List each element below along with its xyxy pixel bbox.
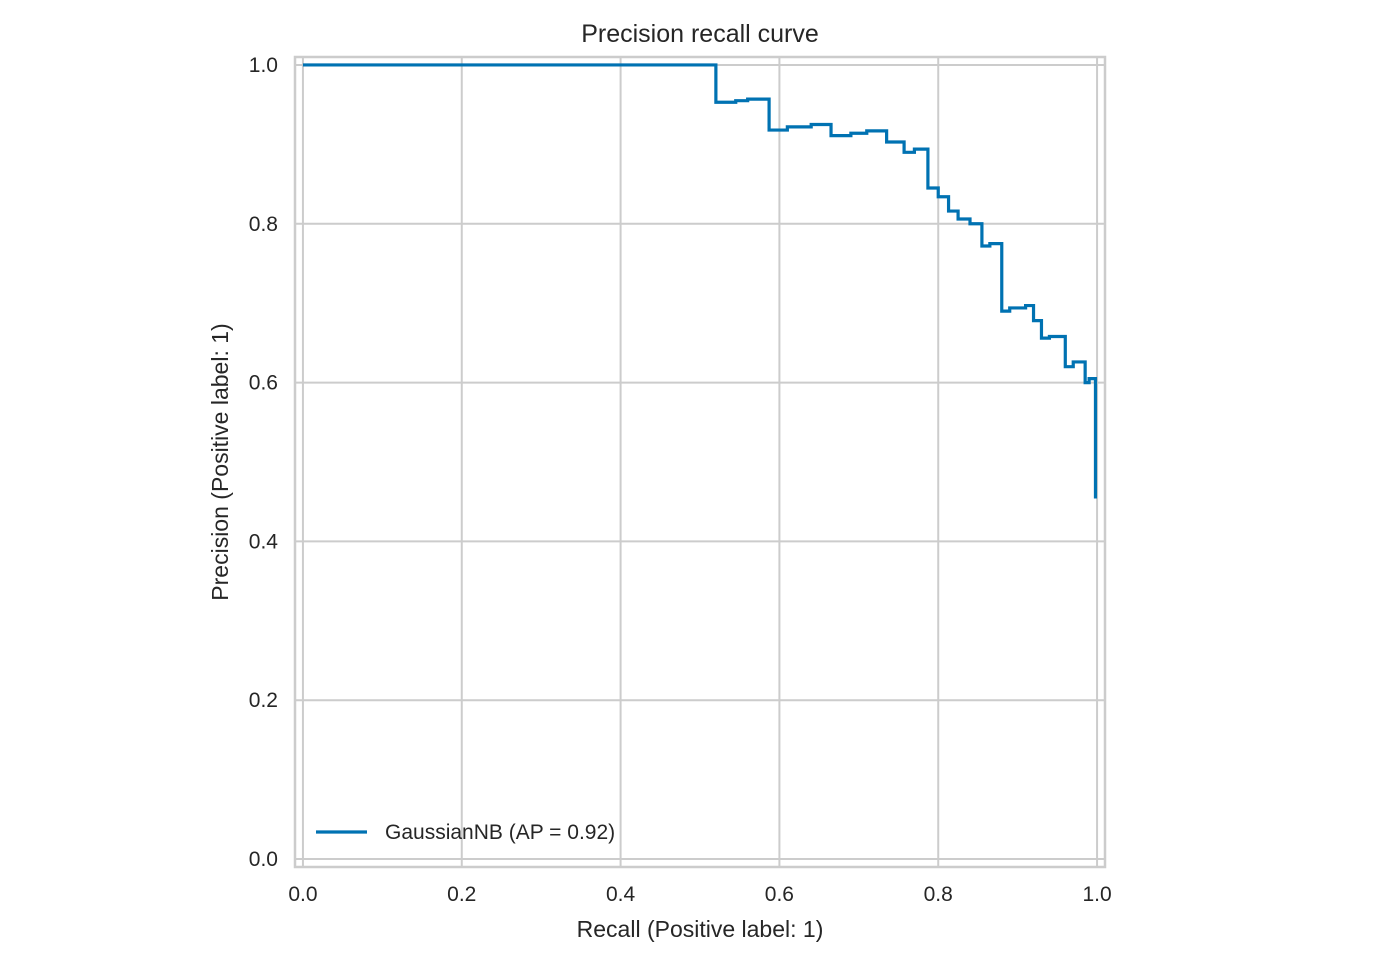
- y-tick-label: 1.0: [249, 54, 278, 77]
- y-tick-label: 0.6: [249, 372, 278, 395]
- series-line: [302, 63, 1098, 499]
- plot-frame: [293, 55, 1107, 869]
- x-tick-labels: 0.0 0.2 0.4 0.6 0.8 1.0: [288, 883, 1111, 906]
- y-tick-label: 0.2: [249, 689, 278, 712]
- y-tick-label: 0.4: [249, 530, 279, 553]
- legend-label: GaussianNB (AP = 0.92): [385, 821, 615, 844]
- legend: GaussianNB (AP = 0.92): [316, 821, 615, 844]
- grid: [295, 57, 1105, 867]
- x-tick-label: 0.4: [606, 883, 636, 906]
- y-tick-labels: 0.0 0.2 0.4 0.6 0.8 1.0: [249, 54, 279, 871]
- y-tick-label: 0.0: [249, 848, 278, 871]
- x-axis-label: Recall (Positive label: 1): [577, 916, 824, 942]
- y-tick-label: 0.8: [249, 213, 278, 236]
- x-tick-label: 0.2: [447, 883, 476, 906]
- chart-title: Precision recall curve: [581, 20, 819, 48]
- x-tick-label: 1.0: [1082, 883, 1111, 906]
- series-layer: [302, 63, 1098, 499]
- y-axis-label: Precision (Positive label: 1): [207, 323, 233, 600]
- x-tick-label: 0.0: [288, 883, 317, 906]
- x-tick-label: 0.8: [924, 883, 953, 906]
- x-tick-label: 0.6: [765, 883, 794, 906]
